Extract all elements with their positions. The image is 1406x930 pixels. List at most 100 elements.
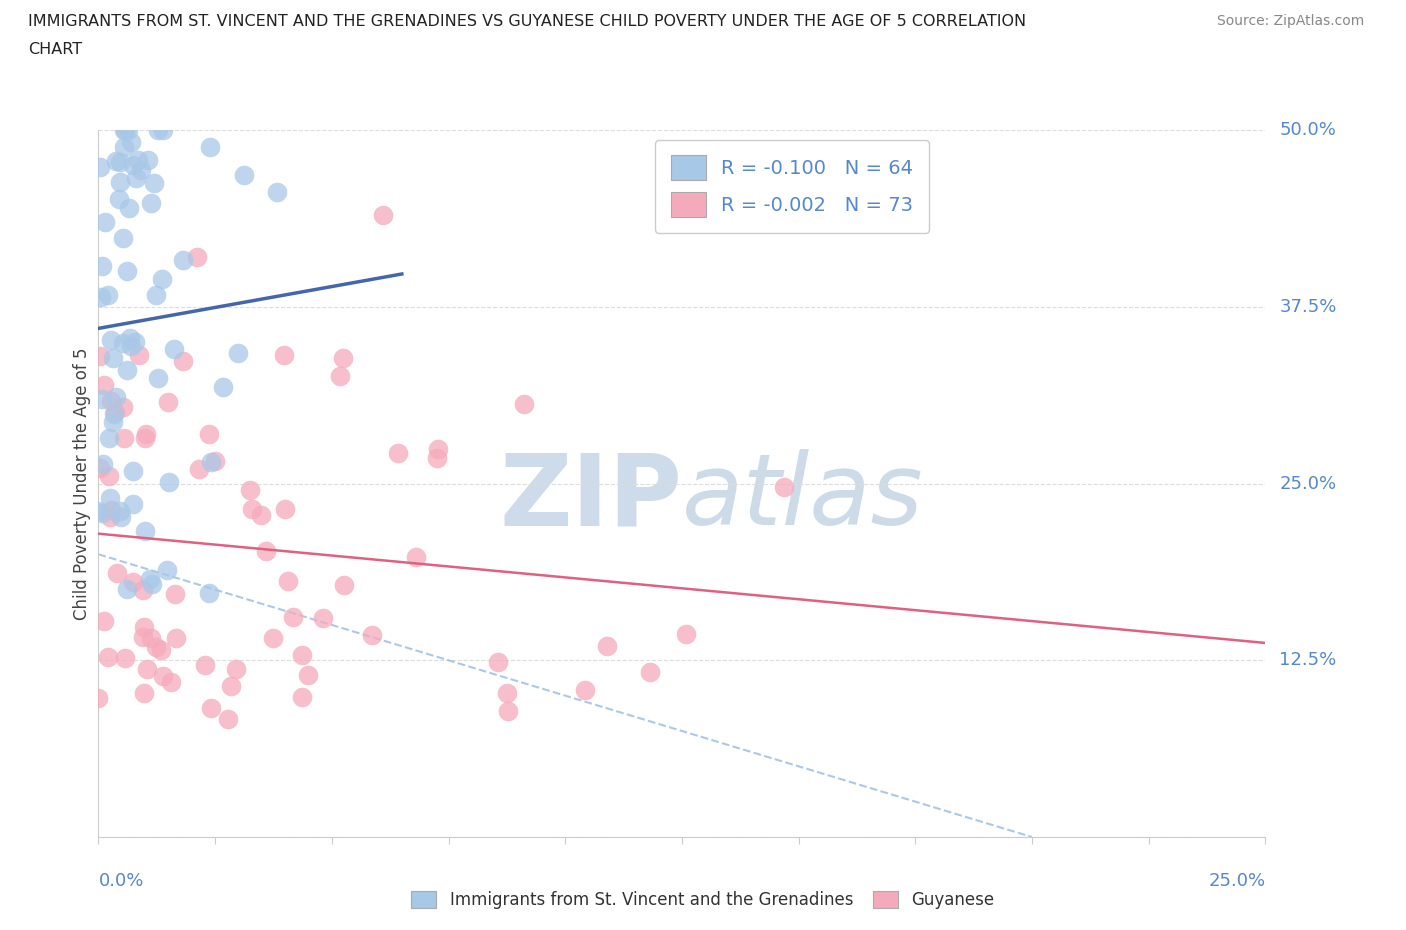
Point xyxy=(221,679,243,694)
Point xyxy=(90,392,112,406)
Point xyxy=(87,691,110,706)
Point xyxy=(773,479,796,494)
Text: CHART: CHART xyxy=(28,42,82,57)
Point xyxy=(134,524,156,538)
Point xyxy=(98,510,121,525)
Point xyxy=(163,341,186,356)
Point xyxy=(148,123,170,138)
Point xyxy=(93,614,115,629)
Point xyxy=(240,501,263,516)
Point xyxy=(165,631,187,645)
Point xyxy=(187,461,209,476)
Point xyxy=(145,287,167,302)
Point xyxy=(254,543,277,558)
Point xyxy=(249,508,271,523)
Point xyxy=(112,123,135,138)
Point xyxy=(141,196,163,211)
Point xyxy=(638,664,661,679)
Point xyxy=(98,431,121,445)
Point xyxy=(163,587,186,602)
Point xyxy=(138,153,160,167)
Point xyxy=(495,685,517,700)
Text: 0.0%: 0.0% xyxy=(98,871,143,890)
Point xyxy=(225,661,247,676)
Point xyxy=(332,351,354,365)
Point xyxy=(239,483,262,498)
Point xyxy=(112,336,135,351)
Point xyxy=(228,345,250,360)
Point xyxy=(266,184,288,199)
Point xyxy=(100,393,122,408)
Point xyxy=(152,123,174,138)
Text: 50.0%: 50.0% xyxy=(1279,121,1336,140)
Point xyxy=(118,201,141,216)
Point xyxy=(122,158,145,173)
Point xyxy=(89,349,111,364)
Point xyxy=(143,175,166,190)
Legend: Immigrants from St. Vincent and the Grenadines, Guyanese: Immigrants from St. Vincent and the Gren… xyxy=(404,883,1002,917)
Point xyxy=(105,565,128,580)
Point xyxy=(98,490,121,505)
Point xyxy=(200,700,222,715)
Point xyxy=(277,574,299,589)
Point xyxy=(93,378,115,392)
Point xyxy=(157,394,180,409)
Point xyxy=(197,427,219,442)
Point xyxy=(108,175,131,190)
Point xyxy=(134,619,156,634)
Point xyxy=(273,501,295,516)
Text: IMMIGRANTS FROM ST. VINCENT AND THE GRENADINES VS GUYANESE CHILD POVERTY UNDER T: IMMIGRANTS FROM ST. VINCENT AND THE GREN… xyxy=(28,14,1026,29)
Point xyxy=(120,339,142,353)
Point xyxy=(114,123,136,138)
Point xyxy=(496,704,519,719)
Text: 25.0%: 25.0% xyxy=(1208,871,1265,890)
Point xyxy=(112,140,135,154)
Point xyxy=(157,474,180,489)
Text: ZIP: ZIP xyxy=(499,449,682,546)
Point xyxy=(127,153,149,167)
Point xyxy=(217,711,239,726)
Point xyxy=(152,669,174,684)
Point xyxy=(122,497,145,512)
Point xyxy=(103,351,125,365)
Text: 12.5%: 12.5% xyxy=(1279,651,1337,670)
Point xyxy=(574,683,596,698)
Y-axis label: Child Poverty Under the Age of 5: Child Poverty Under the Age of 5 xyxy=(73,347,91,620)
Point xyxy=(112,431,135,445)
Point xyxy=(115,263,138,278)
Point xyxy=(262,631,284,645)
Point xyxy=(145,640,167,655)
Point xyxy=(100,332,122,347)
Point xyxy=(426,450,449,465)
Point xyxy=(232,167,254,182)
Point xyxy=(134,431,156,445)
Point xyxy=(204,454,226,469)
Point xyxy=(146,371,169,386)
Point xyxy=(172,252,194,267)
Point xyxy=(117,123,139,138)
Point xyxy=(89,461,111,476)
Text: 37.5%: 37.5% xyxy=(1279,298,1337,316)
Point xyxy=(124,170,146,185)
Point xyxy=(87,504,110,519)
Point xyxy=(198,586,221,601)
Point xyxy=(186,250,208,265)
Point xyxy=(112,230,135,245)
Point xyxy=(141,577,163,591)
Point xyxy=(297,667,319,682)
Point xyxy=(134,686,156,701)
Point xyxy=(273,347,295,362)
Point xyxy=(675,626,697,641)
Point xyxy=(156,563,179,578)
Point xyxy=(200,455,222,470)
Point xyxy=(405,550,427,565)
Point xyxy=(160,675,183,690)
Point xyxy=(97,287,120,302)
Point xyxy=(486,655,509,670)
Point xyxy=(291,689,314,704)
Point xyxy=(135,662,157,677)
Point xyxy=(97,649,120,664)
Point xyxy=(132,630,155,644)
Point xyxy=(312,610,335,625)
Text: Source: ZipAtlas.com: Source: ZipAtlas.com xyxy=(1216,14,1364,28)
